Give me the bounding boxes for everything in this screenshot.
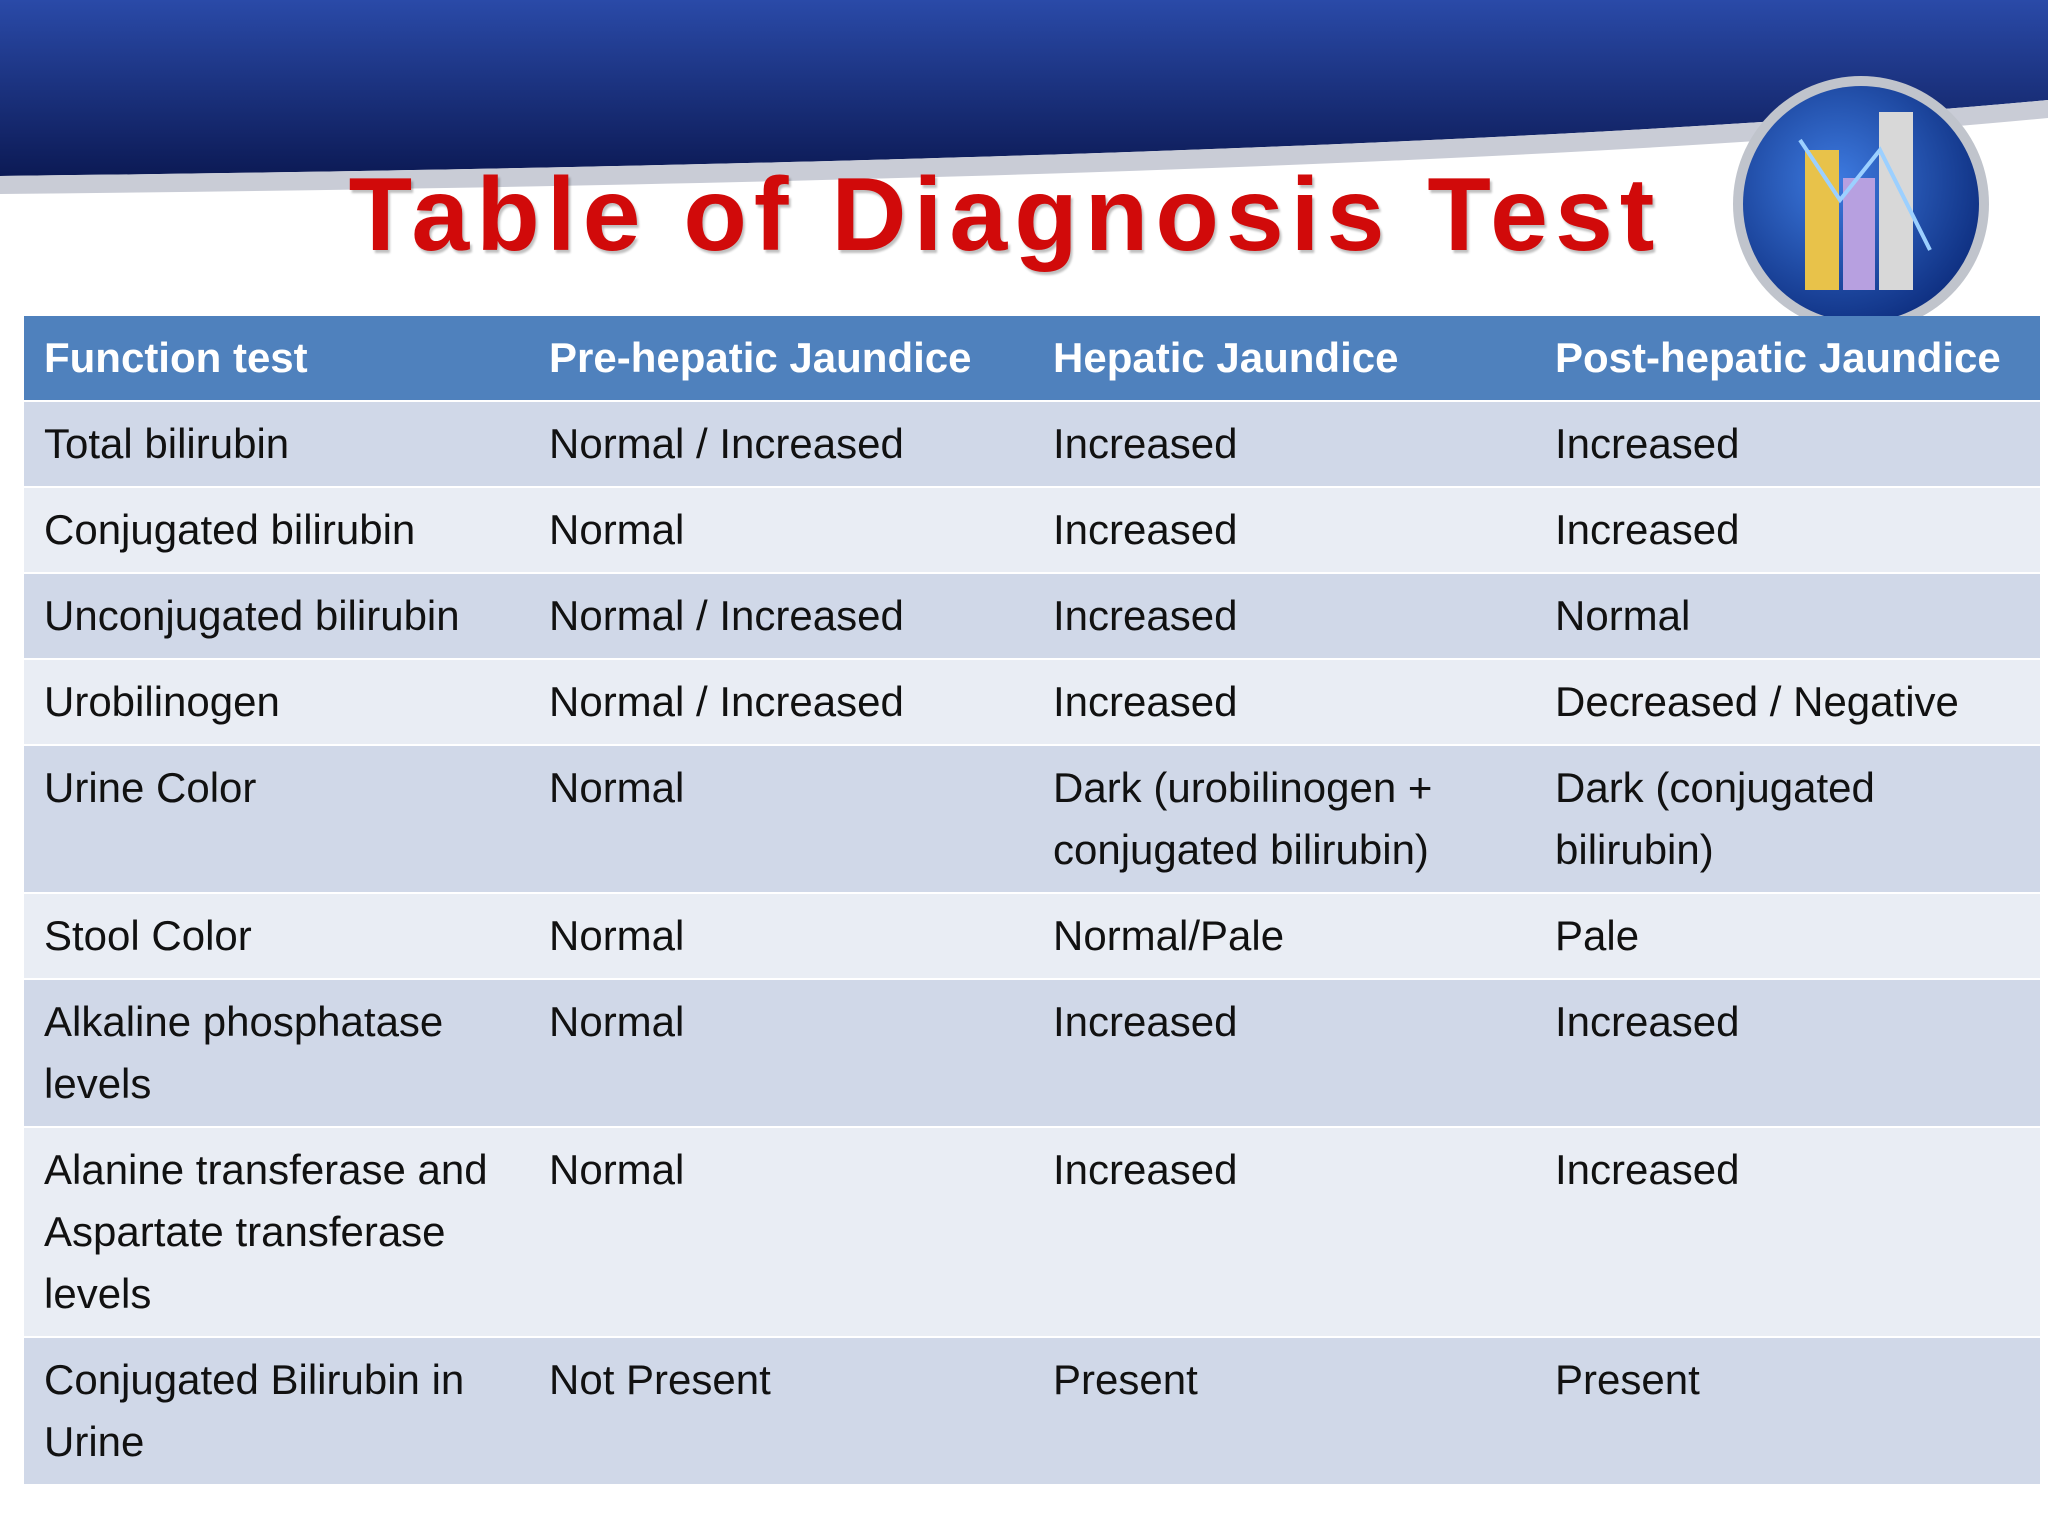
table-cell: Normal / Increased	[529, 659, 1033, 745]
table-row: Stool Color Normal Normal/Pale Pale	[24, 893, 2040, 979]
table-cell: Alanine transferase and Aspartate transf…	[24, 1127, 529, 1337]
table-cell: Dark (conjugated bilirubin)	[1535, 745, 2040, 893]
table-cell: Normal	[529, 979, 1033, 1127]
column-header: Pre-hepatic Jaundice	[529, 316, 1033, 401]
column-header: Function test	[24, 316, 529, 401]
table-cell: Decreased / Negative	[1535, 659, 2040, 745]
table-body: Total bilirubin Normal / Increased Increas…	[24, 401, 2040, 1485]
table-cell: Normal	[529, 745, 1033, 893]
table-cell: Present	[1033, 1337, 1535, 1485]
table-cell: Increased	[1033, 979, 1535, 1127]
table-row: Conjugated Bilirubin in Urine Not Present…	[24, 1337, 2040, 1485]
table-cell: Normal/Pale	[1033, 893, 1535, 979]
table-cell: Increased	[1033, 1127, 1535, 1337]
table-cell: Urobilinogen	[24, 659, 529, 745]
table-cell: Increased	[1033, 401, 1535, 487]
table-cell: Conjugated Bilirubin in Urine	[24, 1337, 529, 1485]
table-row: Unconjugated bilirubin Normal / Increased…	[24, 573, 2040, 659]
table-cell: Increased	[1535, 979, 2040, 1127]
table-row: Urine Color Normal Dark (urobilinogen + co…	[24, 745, 2040, 893]
table-row: Alanine transferase and Aspartate transf…	[24, 1127, 2040, 1337]
table-cell: Normal	[529, 487, 1033, 573]
table-cell: Pale	[1535, 893, 2040, 979]
table-cell: Increased	[1535, 487, 2040, 573]
table-row: Total bilirubin Normal / Increased Increas…	[24, 401, 2040, 487]
table-cell: Unconjugated bilirubin	[24, 573, 529, 659]
banner	[0, 0, 2048, 330]
table-row: Conjugated bilirubin Normal Increased Incre…	[24, 487, 2040, 573]
table-cell: Not Present	[529, 1337, 1033, 1485]
table-cell: Increased	[1033, 487, 1535, 573]
table-row: Urobilinogen Normal / Increased Increased D…	[24, 659, 2040, 745]
column-header: Post-hepatic Jaundice	[1535, 316, 2040, 401]
table-cell: Increased	[1535, 401, 2040, 487]
table-cell: Dark (urobilinogen + conjugated bilirubi…	[1033, 745, 1535, 893]
table-cell: Urine Color	[24, 745, 529, 893]
table-cell: Total bilirubin	[24, 401, 529, 487]
table-cell: Normal / Increased	[529, 573, 1033, 659]
column-header: Hepatic Jaundice	[1033, 316, 1535, 401]
table-cell: Normal	[529, 893, 1033, 979]
table-cell: Normal	[529, 1127, 1033, 1337]
table-cell: Increased	[1535, 1127, 2040, 1337]
diagnosis-table: Function test Pre-hepatic Jaundice Hepatic…	[24, 316, 2040, 1486]
table-cell: Alkaline phosphatase levels	[24, 979, 529, 1127]
header-row: Function test Pre-hepatic Jaundice Hepatic…	[24, 316, 2040, 401]
table-cell: Increased	[1033, 659, 1535, 745]
table-cell: Present	[1535, 1337, 2040, 1485]
table-cell: Conjugated bilirubin	[24, 487, 529, 573]
table-row: Alkaline phosphatase levels Normal Increas…	[24, 979, 2040, 1127]
table-cell: Normal / Increased	[529, 401, 1033, 487]
slide-title: Table of Diagnosis Test	[348, 157, 1662, 273]
table-cell: Stool Color	[24, 893, 529, 979]
table-cell: Increased	[1033, 573, 1535, 659]
table-cell: Normal	[1535, 573, 2040, 659]
